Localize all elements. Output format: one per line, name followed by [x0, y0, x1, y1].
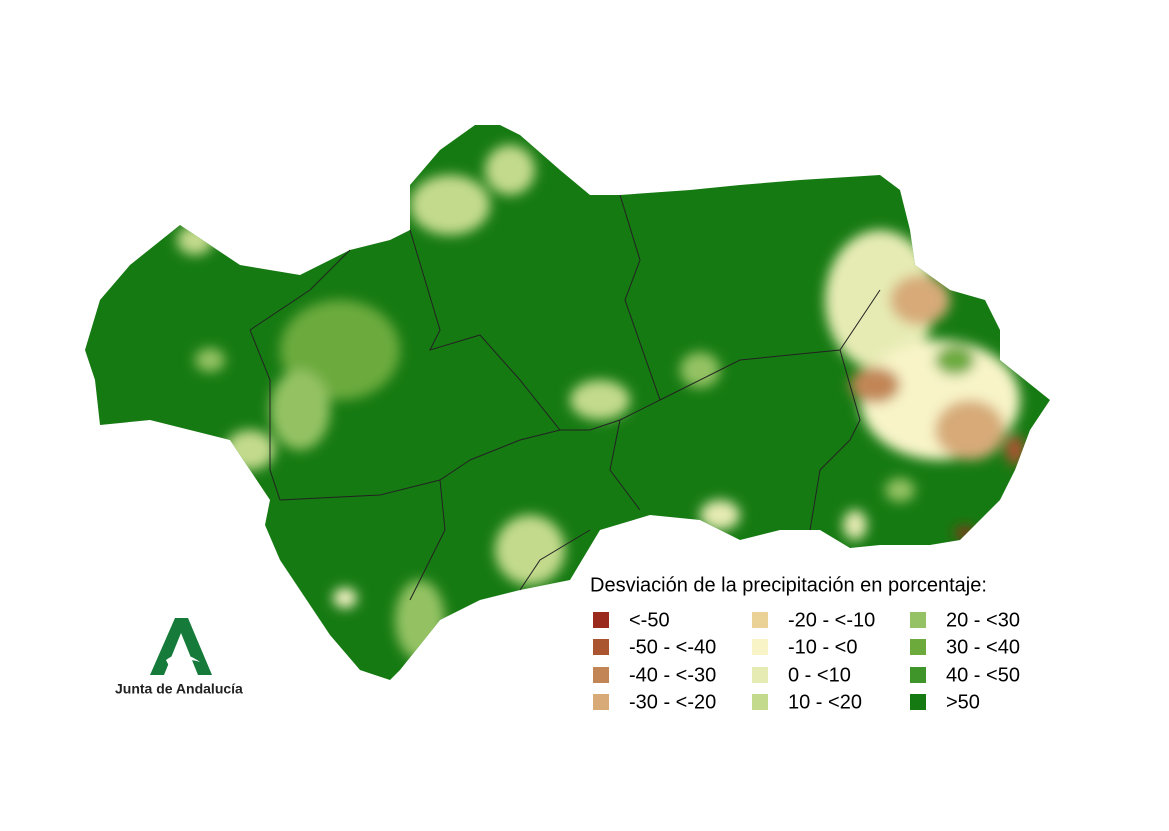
province-borders: [249, 194, 881, 601]
legend-swatch: [752, 694, 768, 710]
legend-swatch: [593, 639, 609, 655]
logo-mark: [150, 618, 212, 675]
legend-swatch: [910, 694, 926, 710]
legend-label: 30 - <40: [946, 636, 1020, 658]
legend-swatch: [593, 694, 609, 710]
legend-swatch: [593, 612, 609, 628]
legend-label: -20 - <-10: [788, 609, 875, 631]
legend-title: Desviación de la precipitación en porcen…: [590, 574, 987, 596]
legend-label: -30 - <-20: [629, 691, 716, 713]
logo: Junta de Andalucía: [115, 618, 243, 697]
legend-label: <-50: [629, 609, 670, 631]
legend-swatch: [593, 667, 609, 683]
legend-label: 10 - <20: [788, 691, 862, 713]
legend-swatch: [752, 639, 768, 655]
legend-swatch: [910, 612, 926, 628]
legend-swatch: [910, 639, 926, 655]
legend-label: >50: [946, 691, 980, 713]
legend-swatch: [752, 667, 768, 683]
legend-swatch: [910, 667, 926, 683]
legend-label: -50 - <-40: [629, 636, 716, 658]
logo-swoosh: [166, 654, 200, 668]
logo-text: Junta de Andalucía: [115, 681, 243, 697]
legend-swatch: [752, 612, 768, 628]
legend-label: -10 - <0: [788, 636, 857, 658]
legend: Desviación de la precipitación en porcen…: [590, 574, 1020, 713]
legend-label: 20 - <30: [946, 609, 1020, 631]
legend-label: 0 - <10: [788, 664, 851, 686]
legend-label: 40 - <50: [946, 664, 1020, 686]
legend-label: -40 - <-30: [629, 664, 716, 686]
anomaly-patches: [177, 145, 1025, 660]
